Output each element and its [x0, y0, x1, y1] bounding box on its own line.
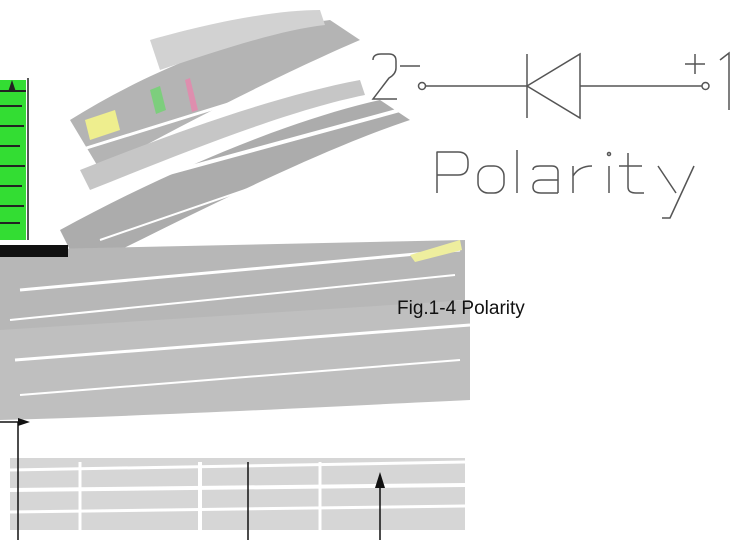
- streak-band: [80, 80, 365, 190]
- terminal-right-label: 1: [716, 73, 738, 117]
- color-glint: [410, 240, 462, 262]
- green-fragment: [0, 78, 68, 257]
- streak-line: [9, 460, 466, 472]
- diode-symbol: [371, 51, 730, 120]
- streak-line: [9, 483, 466, 492]
- color-glint: [85, 110, 120, 140]
- terminal-right-sign: +: [685, 53, 697, 75]
- terminal-2-glyph: [371, 53, 397, 100]
- streak-line: [19, 248, 461, 292]
- polarity-word-glyphs: [436, 150, 695, 219]
- terminal-left-circle: [417, 81, 427, 91]
- streak-line: [79, 58, 371, 152]
- color-glint: [185, 78, 198, 112]
- streak-line: [9, 504, 466, 514]
- lower-dimension-lines: [0, 418, 385, 540]
- streak-line: [14, 323, 471, 362]
- streak-line: [19, 359, 461, 396]
- streak-band: [60, 100, 410, 270]
- figure-caption: Fig.1-4 Polarity: [397, 298, 525, 319]
- terminal-left-label: 2: [378, 63, 400, 107]
- streak-band: [0, 240, 465, 340]
- scan-artifacts: [0, 10, 471, 530]
- terminal-right-circle: [701, 81, 710, 91]
- streak-band: [0, 300, 470, 420]
- arrow-head-icon: [375, 472, 385, 488]
- streak-line: [9, 274, 456, 321]
- terminal-1-glyph: [719, 51, 730, 110]
- arrow-head-icon: [18, 418, 30, 426]
- color-glint: [150, 86, 166, 114]
- streak-line: [99, 139, 391, 241]
- streak-band: [150, 10, 325, 70]
- polarity-word: Polarity: [436, 148, 609, 206]
- terminal-left-sign: −: [400, 53, 412, 75]
- anode-triangle: [525, 52, 581, 120]
- streak-line: [69, 108, 401, 202]
- streak-band: [70, 20, 360, 170]
